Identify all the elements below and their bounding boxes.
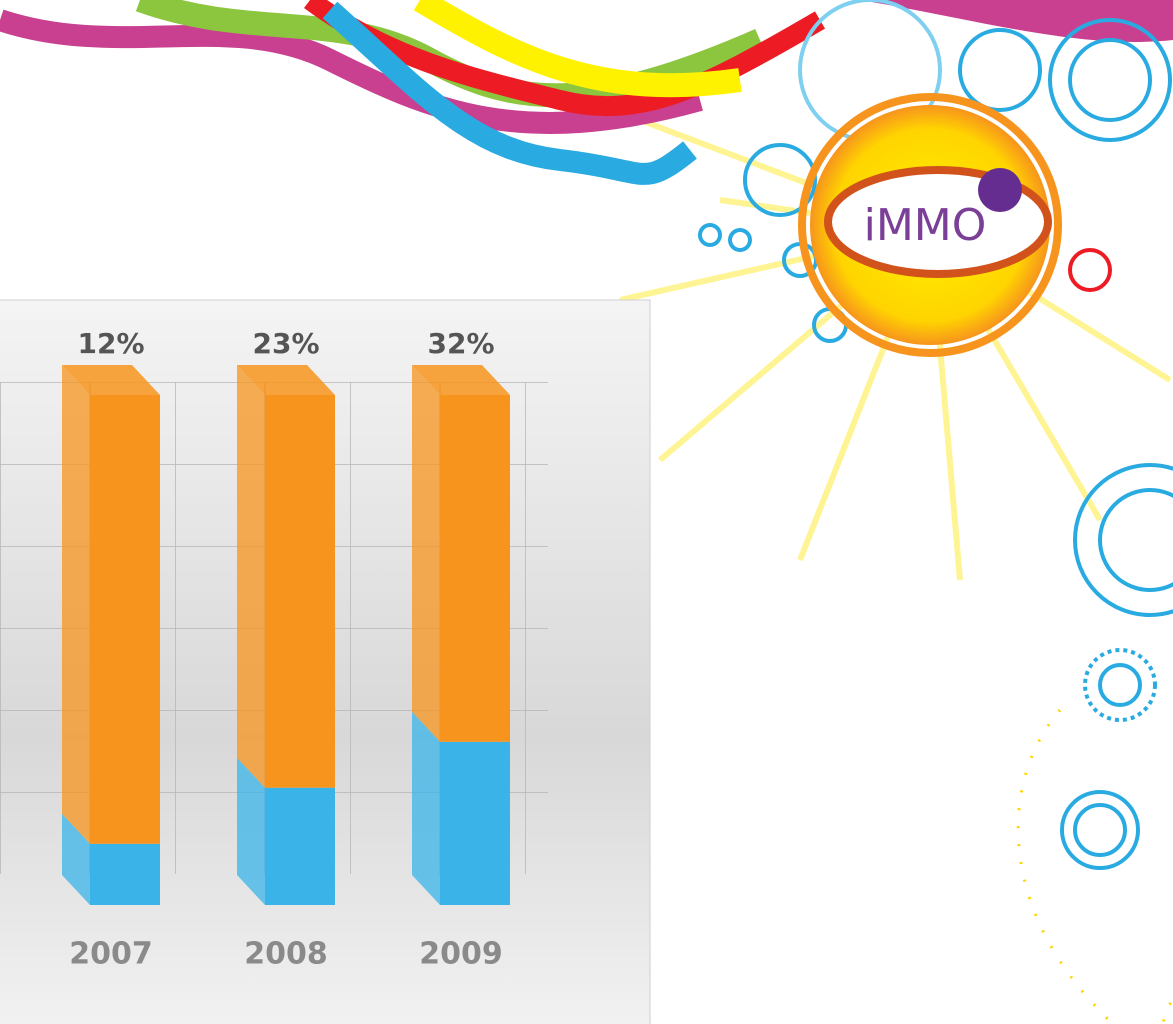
bar-side bbox=[237, 757, 265, 905]
value-label: 12% bbox=[77, 327, 144, 360]
bar-segment bbox=[440, 741, 510, 905]
x-tick-label: 2008 bbox=[244, 937, 328, 972]
bar-segment bbox=[265, 395, 335, 788]
bar-side bbox=[412, 365, 440, 742]
bar-side bbox=[62, 813, 90, 905]
value-label: 32% bbox=[427, 327, 494, 360]
bar-cap bbox=[237, 365, 335, 395]
bar-segment bbox=[90, 395, 160, 844]
x-tick-label: 2007 bbox=[69, 937, 153, 972]
x-tick-label: 2009 bbox=[419, 937, 503, 972]
bar-side bbox=[412, 711, 440, 905]
plot: 12% 2007 23% 2008 32% 2009 bbox=[62, 327, 510, 972]
bar-segment bbox=[90, 843, 160, 905]
bar-side bbox=[237, 365, 265, 788]
bar-cap bbox=[412, 365, 510, 395]
bar-segment bbox=[440, 395, 510, 742]
bar-segment bbox=[265, 787, 335, 905]
value-label: 23% bbox=[252, 327, 319, 360]
logo: iMMO bbox=[864, 200, 987, 251]
bar-cap bbox=[62, 365, 160, 395]
bar-side bbox=[62, 365, 90, 844]
